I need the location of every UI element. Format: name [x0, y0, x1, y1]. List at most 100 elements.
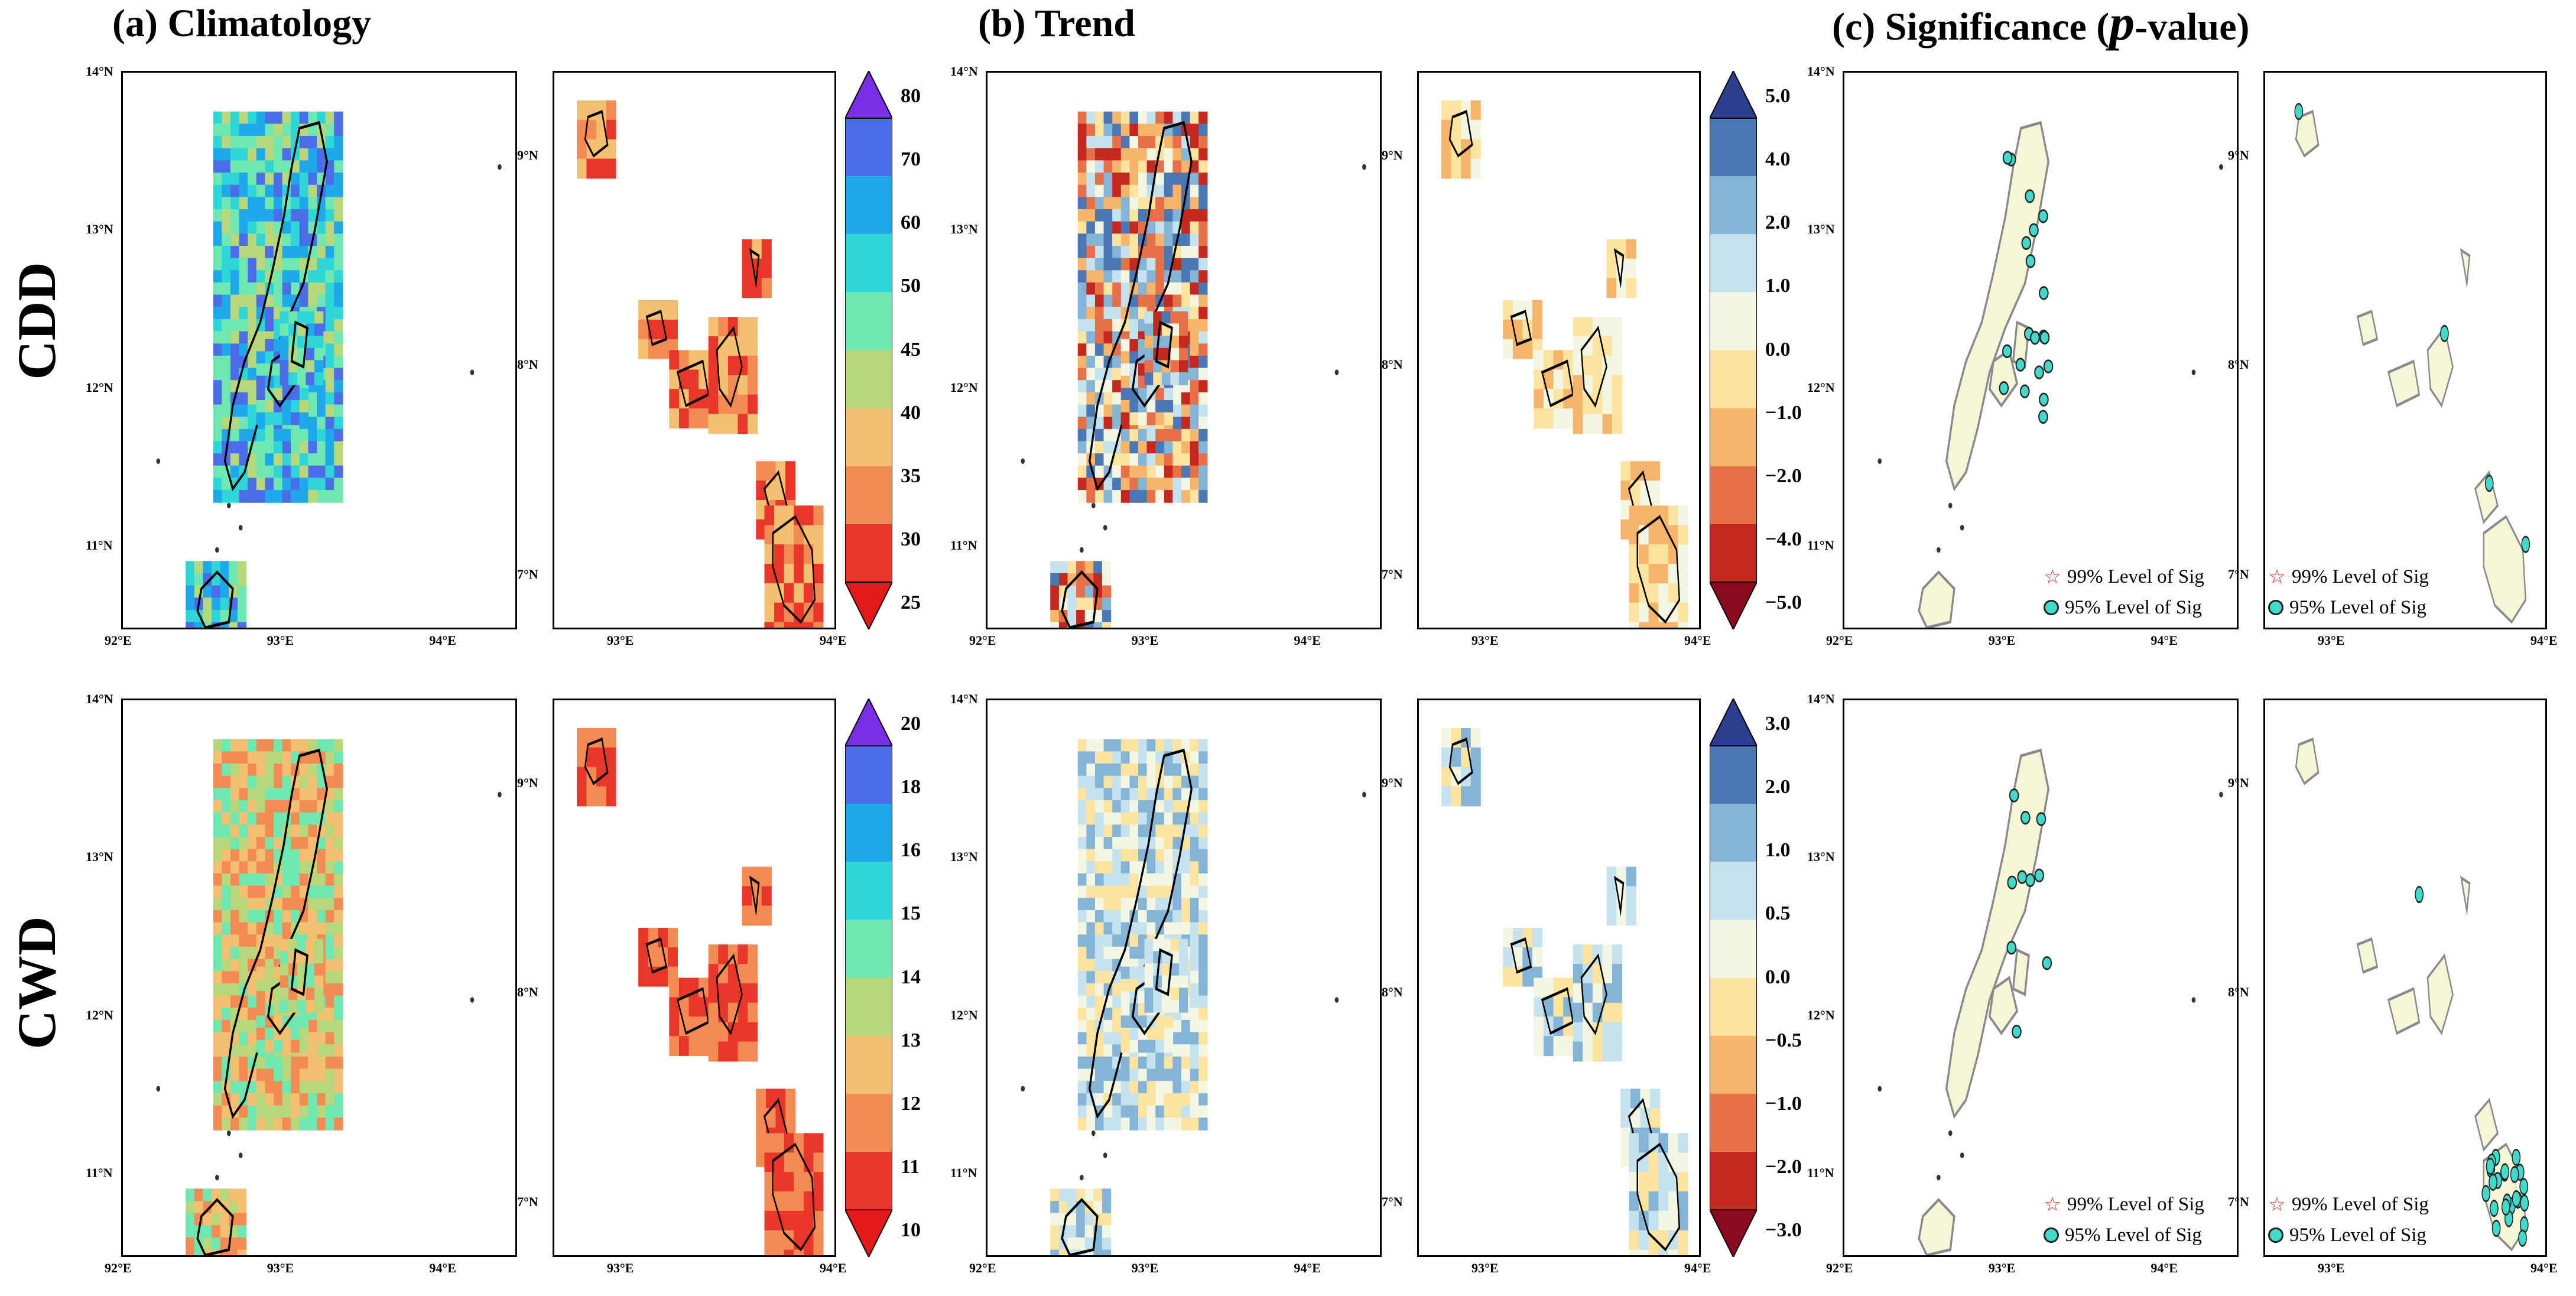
grid-cell [1077, 124, 1087, 137]
grid-cell [1112, 983, 1122, 996]
grid-cell [334, 1019, 343, 1033]
grid-cell [213, 910, 222, 923]
grid-cell [764, 525, 775, 545]
grid-cell [1441, 119, 1451, 140]
grid-cell [325, 221, 334, 235]
grid-cell [248, 197, 257, 210]
grid-cell [1626, 905, 1636, 926]
grid-cell [1190, 1093, 1199, 1106]
grid-cell [237, 585, 247, 599]
grid-cell [1190, 873, 1199, 886]
grid-cell [1612, 375, 1623, 395]
grid-cell [1629, 622, 1639, 628]
grid-cell [203, 597, 212, 610]
map-panel-cwd-trend-south [1417, 699, 1701, 1257]
significance-legend: ☆ 99% Level of Sig 95% Level of Sig [2268, 561, 2429, 623]
grid-cell [1678, 1230, 1688, 1250]
grid-cell [256, 1056, 266, 1070]
islet-dot [1960, 1152, 1964, 1158]
grid-cell [248, 392, 257, 405]
grid-cell [1086, 983, 1096, 996]
grid-cell [1190, 392, 1199, 405]
circle-icon [2044, 1227, 2059, 1243]
grid-cell [1181, 209, 1191, 222]
colorbar-tick-label: −1.0 [1765, 1092, 1802, 1115]
grid-cell [1146, 910, 1156, 923]
grid-cell [1077, 441, 1087, 454]
grid-cell [1077, 800, 1087, 813]
grid-cell [764, 602, 775, 623]
grid-cell [265, 173, 274, 186]
sig95-marker [2009, 788, 2019, 803]
grid-cell [222, 184, 231, 198]
grid-cell [1155, 233, 1165, 246]
grid-cell [1146, 148, 1156, 161]
grid-cell [1050, 1237, 1060, 1250]
lat-tick-label: 11°N [1807, 538, 1834, 553]
grid-cell [1629, 1210, 1639, 1231]
grid-cell [1198, 959, 1208, 972]
grid-cell [738, 1041, 748, 1062]
grid-cell [764, 1191, 775, 1211]
grid-cell [1120, 800, 1131, 813]
grid-cell [638, 300, 649, 320]
grid-cell [756, 461, 766, 482]
grid-cell [213, 404, 222, 418]
grid-cell [1198, 1044, 1208, 1057]
grid-cell [1678, 564, 1688, 584]
grid-cell [1077, 368, 1087, 381]
grid-cell [1112, 148, 1122, 161]
colorbar-extend-max [1708, 69, 1758, 119]
legend-label-99: 99% Level of Sig [2292, 1193, 2429, 1215]
colorbar-extend-min [1708, 1209, 1758, 1259]
grid-cell [1172, 417, 1182, 430]
grid-cell [248, 148, 257, 161]
island-outline [645, 310, 668, 346]
grid-cell [230, 307, 240, 320]
title-climatology: (a) Climatology [112, 2, 372, 45]
grid-cell [1103, 861, 1113, 874]
grid-cell [291, 428, 300, 442]
lat-tick-label: 7°N [1382, 1194, 1403, 1209]
grid-cell [239, 836, 248, 850]
grid-cell [291, 412, 300, 425]
grid-cell [213, 380, 222, 393]
grid-cell [1543, 369, 1554, 390]
grid-cell [718, 944, 729, 964]
grid-cell [273, 1068, 283, 1082]
grid-cell [222, 946, 231, 960]
grid-cell [1077, 294, 1087, 308]
grid-cell [784, 583, 794, 603]
grid-cell [803, 1133, 814, 1154]
grid-cell [194, 1249, 204, 1255]
grid-cell [1086, 404, 1096, 418]
grid-cell [1146, 751, 1156, 764]
grid-cell [265, 453, 274, 466]
grid-cell [1120, 751, 1131, 764]
grid-cell [299, 400, 309, 413]
sig95-marker [2020, 810, 2031, 825]
grid-cell [1094, 490, 1105, 503]
grid-cell [334, 392, 343, 405]
grid-cell [1190, 245, 1199, 259]
grid-cell [727, 336, 738, 356]
grid-cell [708, 414, 719, 434]
grid-cell [239, 971, 248, 984]
grid-cell [1170, 963, 1180, 976]
grid-cell [291, 490, 300, 503]
grid-cell [1138, 136, 1148, 149]
grid-cell [1120, 836, 1131, 850]
grid-cell [1146, 1081, 1156, 1094]
grid-cell [1181, 160, 1191, 173]
grid-cell [325, 824, 334, 837]
grid-cell [742, 905, 752, 926]
map-panel-cdd-sig-south [2263, 71, 2547, 629]
grid-cell [1138, 885, 1148, 899]
grid-cell [1077, 1008, 1087, 1021]
grid-cell [775, 461, 786, 482]
grid-cell [239, 184, 248, 198]
grid-cell [1592, 414, 1603, 434]
grid-cell [1470, 766, 1481, 787]
grid-cell [1190, 922, 1199, 936]
grid-cell [265, 934, 274, 947]
